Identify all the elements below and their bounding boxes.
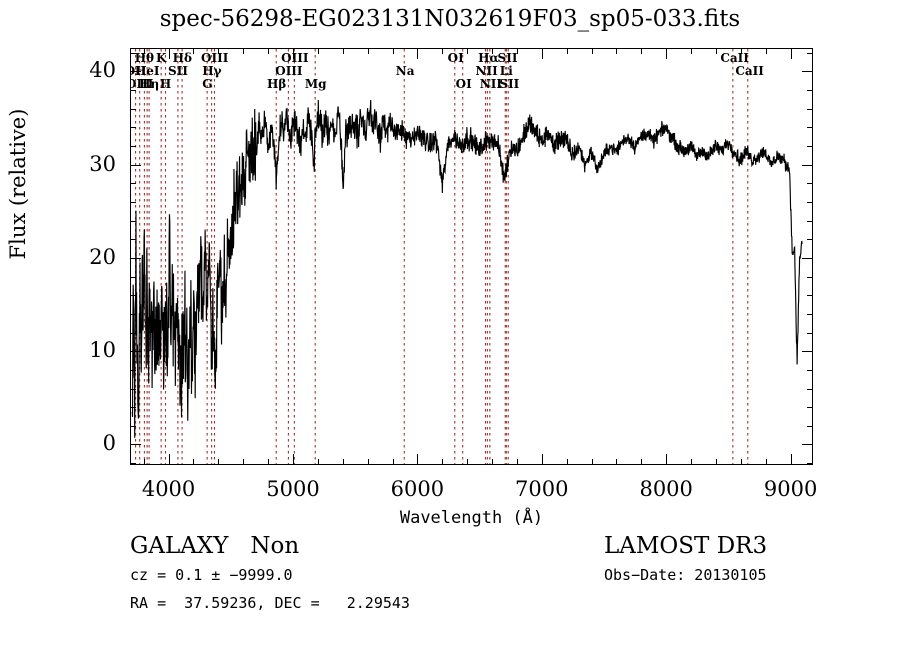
spectral-line-label: Hδ	[172, 51, 192, 65]
spectral-line-label: Hγ	[202, 64, 222, 78]
spectral-line-label: NII	[475, 64, 498, 78]
spectral-line-label: CaII	[720, 51, 749, 65]
spectral-line-label: K	[155, 51, 167, 65]
spectral-line-label: HeI	[134, 64, 160, 78]
y-tick-label: 40	[89, 58, 116, 83]
coordinates-value: RA = 37.59236, DEC = 2.29543	[130, 594, 410, 612]
object-class: GALAXY Non	[130, 533, 300, 559]
footer-right: LAMOST DR3 Obs−Date: 20130105	[604, 531, 894, 589]
plot-inner: OIIOIIIHθHeIHηKHSIIHδGHγOIIIHβOIIIOIIIMg…	[131, 49, 812, 464]
line-identification-layer: OIIOIIIHθHeIHηKHSIIHδGHγOIIIHβOIIIOIIIMg…	[131, 49, 812, 464]
page-title: spec-56298-EG023131N032619F03_sp05-033.f…	[159, 6, 741, 32]
obs-date: Obs−Date: 20130105	[604, 566, 767, 584]
spectral-line-label: NII	[479, 77, 502, 91]
x-tick-label: 7000	[515, 477, 569, 501]
y-tick-label: 10	[89, 338, 116, 363]
x-tick-label: 9000	[763, 477, 818, 501]
spectral-line-label: OI	[455, 77, 472, 91]
spectral-line-label: SII	[168, 64, 188, 78]
x-tick-label: 5000	[266, 477, 320, 501]
spectrum-trace	[132, 100, 802, 438]
y-tick-label: 30	[89, 151, 116, 176]
spectral-line-label: Na	[395, 64, 415, 78]
footer-left: GALAXY Non cz = 0.1 ± −9999.0 RA = 37.59…	[130, 531, 590, 617]
spectral-line-label: OIII	[275, 64, 303, 78]
plot-area: OIIOIIIHθHeIHηKHSIIHδGHγOIIIHβOIIIOIIIMg…	[130, 48, 813, 465]
redshift-value: cz = 0.1 ± −9999.0	[130, 566, 293, 584]
spectral-line-label: OIII	[131, 77, 154, 91]
spectral-line-label: OI	[447, 51, 464, 65]
spectral-line-label: OIII	[281, 51, 309, 65]
spectral-line-label: Hα	[478, 51, 499, 65]
y-tick-label: 20	[89, 244, 116, 269]
spectral-line-label: H	[159, 77, 172, 91]
spectral-line-label: SII	[499, 77, 520, 91]
spectral-line-label: OIII	[201, 51, 229, 65]
x-axis-label: Wavelength (Å)	[399, 508, 544, 528]
spectral-line-label: Hη	[139, 77, 160, 91]
spectral-line-label: G	[202, 77, 213, 91]
survey-name: LAMOST DR3	[604, 533, 768, 559]
spectral-line-label: Hθ	[134, 51, 155, 65]
spectrum-canvas	[131, 49, 812, 464]
spectral-line-label: CaII	[735, 64, 764, 78]
spectral-line-label: SII	[497, 51, 518, 65]
spectral-line-label: Mg	[304, 77, 327, 91]
y-axis-label: Flux (relative)	[6, 108, 30, 260]
x-tick-label: 6000	[390, 477, 445, 501]
spectral-line-label: Li	[499, 64, 513, 78]
x-tick-label: 8000	[639, 477, 693, 501]
x-tick-label: 4000	[141, 477, 196, 501]
y-tick-label: 0	[102, 431, 116, 456]
spectral-line-label: Hβ	[267, 77, 287, 91]
